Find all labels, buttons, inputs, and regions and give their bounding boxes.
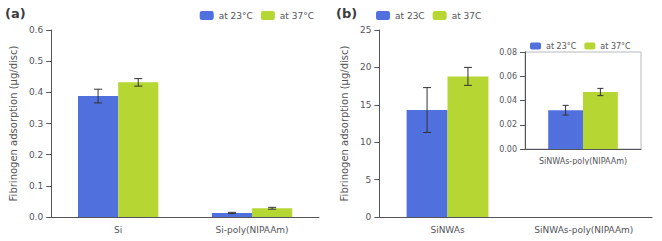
svg-text:0: 0 [366, 212, 372, 222]
svg-text:0.4: 0.4 [29, 87, 44, 97]
svg-text:SiNWAs: SiNWAs [430, 225, 465, 235]
svg-text:0.00: 0.00 [499, 145, 517, 154]
svg-text:(a): (a) [5, 6, 26, 21]
svg-text:5: 5 [366, 175, 372, 185]
svg-text:at 37C: at 37C [452, 11, 482, 21]
svg-text:0.04: 0.04 [499, 96, 517, 105]
svg-text:0.3: 0.3 [29, 119, 43, 129]
svg-text:0.5: 0.5 [29, 56, 43, 66]
svg-text:25: 25 [360, 25, 371, 35]
svg-text:10: 10 [360, 137, 372, 147]
svg-text:SiNWAs-poly(NIPAAm): SiNWAs-poly(NIPAAm) [534, 225, 633, 235]
svg-text:0.02: 0.02 [499, 120, 517, 129]
svg-text:at 37°C: at 37°C [280, 11, 314, 21]
svg-text:15: 15 [360, 100, 371, 110]
svg-text:Fibrinogen adsorption (μg/disc: Fibrinogen adsorption (μg/disc) [8, 45, 19, 201]
svg-text:SiNWAs-poly(NIPAAm): SiNWAs-poly(NIPAAm) [539, 157, 627, 166]
svg-text:at 23°C: at 23°C [219, 11, 253, 21]
svg-text:at 23°C: at 23°C [546, 42, 577, 51]
svg-text:0.2: 0.2 [29, 150, 43, 160]
svg-text:0.0: 0.0 [29, 212, 44, 222]
svg-text:20: 20 [360, 62, 372, 72]
svg-text:Si: Si [114, 225, 122, 235]
svg-text:(b): (b) [336, 6, 357, 21]
svg-text:Si-poly(NIPAAm): Si-poly(NIPAAm) [215, 225, 288, 235]
svg-text:0.6: 0.6 [29, 25, 44, 35]
svg-text:at 23C: at 23C [395, 11, 425, 21]
svg-text:0.08: 0.08 [499, 48, 517, 57]
svg-text:0.1: 0.1 [29, 181, 43, 191]
svg-text:0.06: 0.06 [499, 72, 517, 81]
svg-text:at 37°C: at 37°C [600, 42, 631, 51]
svg-text:Fibrinogen adsorption (μg/disc: Fibrinogen adsorption (μg/disc) [339, 45, 350, 201]
